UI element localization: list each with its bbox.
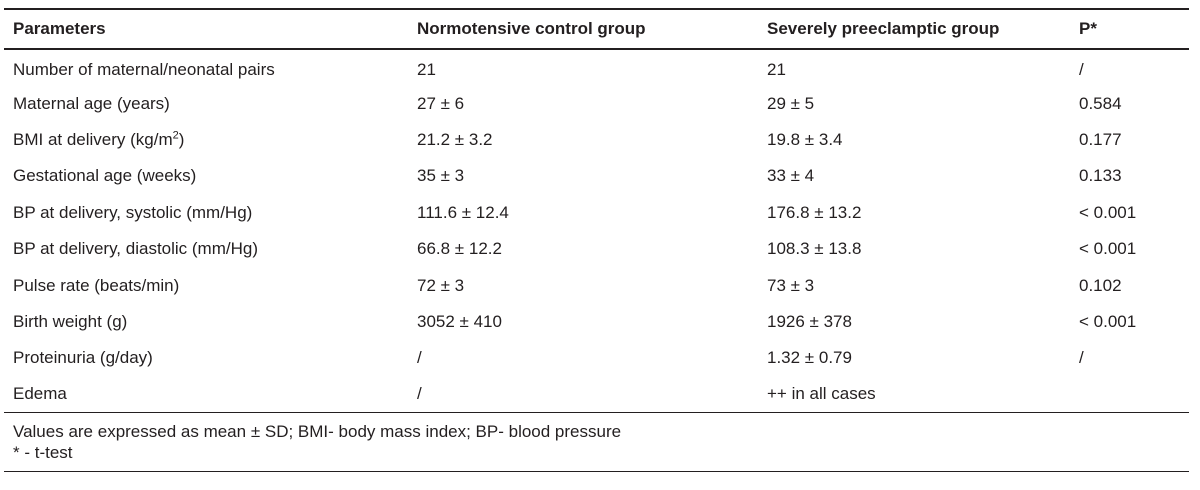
cell-preeclamptic: 33 ± 4 bbox=[767, 166, 815, 186]
header-row: Parameters Normotensive control group Se… bbox=[4, 8, 1189, 50]
cell-parameter: Edema bbox=[4, 376, 408, 414]
header-p-value: P* bbox=[1070, 8, 1189, 50]
parameter-text: BP at delivery, diastolic (mm/Hg) bbox=[13, 239, 258, 259]
cell-control: 66.8 ± 12.2 bbox=[417, 239, 502, 259]
cell-parameter: BP at delivery, systolic (mm/Hg) bbox=[4, 195, 408, 231]
table-row: BP at delivery, diastolic (mm/Hg) 66.8 ±… bbox=[4, 231, 1189, 267]
cell-control: 27 ± 6 bbox=[417, 93, 465, 113]
parameter-superscript: 2 bbox=[172, 129, 179, 142]
parameter-suffix: ) bbox=[178, 129, 185, 149]
cell-control: 35 ± 3 bbox=[417, 166, 465, 186]
table-row: Maternal age (years) 27 ± 6 29 ± 5 0.584 bbox=[4, 85, 1189, 121]
cell-preeclamptic: 1.32 ± 0.79 bbox=[767, 348, 852, 368]
cell-control: 21.2 ± 3.2 bbox=[417, 129, 493, 149]
cell-control: / bbox=[408, 376, 758, 414]
cell-p-value bbox=[1070, 376, 1189, 414]
cell-parameter: BP at delivery, diastolic (mm/Hg) bbox=[4, 231, 408, 267]
cell-parameter: Birth weight (g) bbox=[4, 304, 408, 340]
cell-p-value: < 0.001 bbox=[1079, 311, 1137, 331]
cell-p-value: 0.102 bbox=[1079, 275, 1122, 295]
cell-preeclamptic: ++ in all cases bbox=[758, 376, 1070, 414]
cell-control: 72 ± 3 bbox=[417, 275, 465, 295]
parameter-text: Number of maternal/neonatal pairs bbox=[13, 59, 275, 79]
table-body: Number of maternal/neonatal pairs 21 21 … bbox=[4, 49, 1189, 414]
cell-preeclamptic: 29 ± 5 bbox=[767, 93, 815, 113]
cell-control: / bbox=[417, 348, 422, 368]
cell-parameter: Gestational age (weeks) bbox=[4, 158, 408, 194]
header-control-group: Normotensive control group bbox=[408, 8, 758, 50]
cell-parameter: Maternal age (years) bbox=[4, 85, 408, 121]
data-table-container: Parameters Normotensive control group Se… bbox=[4, 8, 1189, 473]
parameter-text: Proteinuria (g/day) bbox=[13, 348, 153, 368]
cell-p-value: < 0.001 bbox=[1079, 202, 1137, 222]
cell-p-value: 0.584 bbox=[1079, 93, 1122, 113]
table-row: Number of maternal/neonatal pairs 21 21 … bbox=[4, 49, 1189, 85]
footnote-row: Values are expressed as mean ± SD; BMI- … bbox=[4, 412, 1189, 473]
cell-p-value: 0.133 bbox=[1079, 166, 1122, 186]
cell-p-value: 0.177 bbox=[1079, 129, 1122, 149]
footnote-test: * - t-test bbox=[13, 443, 73, 463]
table-row: BMI at delivery (kg/m2) 21.2 ± 3.2 19.8 … bbox=[4, 122, 1189, 158]
parameter-text: BMI at delivery (kg/m bbox=[13, 129, 173, 149]
cell-parameter: Number of maternal/neonatal pairs bbox=[4, 49, 408, 85]
cell-control: 21 bbox=[417, 59, 436, 79]
cell-p-value: / bbox=[1079, 348, 1084, 368]
cell-preeclamptic: 21 bbox=[767, 59, 786, 79]
footnotes-cell: Values are expressed as mean ± SD; BMI- … bbox=[4, 412, 1189, 473]
parameter-text: Pulse rate (beats/min) bbox=[13, 275, 180, 295]
cell-preeclamptic: 73 ± 3 bbox=[767, 275, 815, 295]
cell-p-value: / bbox=[1079, 59, 1084, 79]
cell-p-value: < 0.001 bbox=[1079, 239, 1137, 259]
parameter-text: Maternal age (years) bbox=[13, 93, 170, 113]
table-row: Proteinuria (g/day) / 1.32 ± 0.79 / bbox=[4, 340, 1189, 376]
table-row: BP at delivery, systolic (mm/Hg) 111.6 ±… bbox=[4, 195, 1189, 231]
parameters-table: Parameters Normotensive control group Se… bbox=[4, 8, 1189, 473]
cell-preeclamptic: 108.3 ± 13.8 bbox=[767, 239, 862, 259]
cell-control: 111.6 ± 12.4 bbox=[417, 202, 509, 222]
table-footer: Values are expressed as mean ± SD; BMI- … bbox=[4, 412, 1189, 473]
table-row: Edema / ++ in all cases bbox=[4, 376, 1189, 414]
table-row: Pulse rate (beats/min) 72 ± 3 73 ± 3 0.1… bbox=[4, 267, 1189, 303]
cell-control: 3052 ± 410 bbox=[417, 311, 502, 331]
header-parameters: Parameters bbox=[4, 8, 408, 50]
cell-preeclamptic: 19.8 ± 3.4 bbox=[767, 129, 843, 149]
parameter-text: Birth weight (g) bbox=[13, 311, 128, 331]
cell-preeclamptic: 176.8 ± 13.2 bbox=[767, 202, 862, 222]
table-row: Gestational age (weeks) 35 ± 3 33 ± 4 0.… bbox=[4, 158, 1189, 194]
header-preeclamptic-group: Severely preeclamptic group bbox=[758, 8, 1070, 50]
parameter-text: BP at delivery, systolic (mm/Hg) bbox=[13, 202, 253, 222]
footnote-abbreviations: Values are expressed as mean ± SD; BMI- … bbox=[13, 422, 622, 442]
cell-preeclamptic: 1926 ± 378 bbox=[767, 311, 852, 331]
cell-parameter: BMI at delivery (kg/m2) bbox=[4, 122, 408, 158]
table-header: Parameters Normotensive control group Se… bbox=[4, 8, 1189, 50]
parameter-text: Edema bbox=[13, 384, 67, 404]
cell-parameter: Proteinuria (g/day) bbox=[4, 340, 408, 376]
parameter-text: Gestational age (weeks) bbox=[13, 166, 197, 186]
table-row: Birth weight (g) 3052 ± 410 1926 ± 378 <… bbox=[4, 304, 1189, 340]
cell-parameter: Pulse rate (beats/min) bbox=[4, 267, 408, 303]
